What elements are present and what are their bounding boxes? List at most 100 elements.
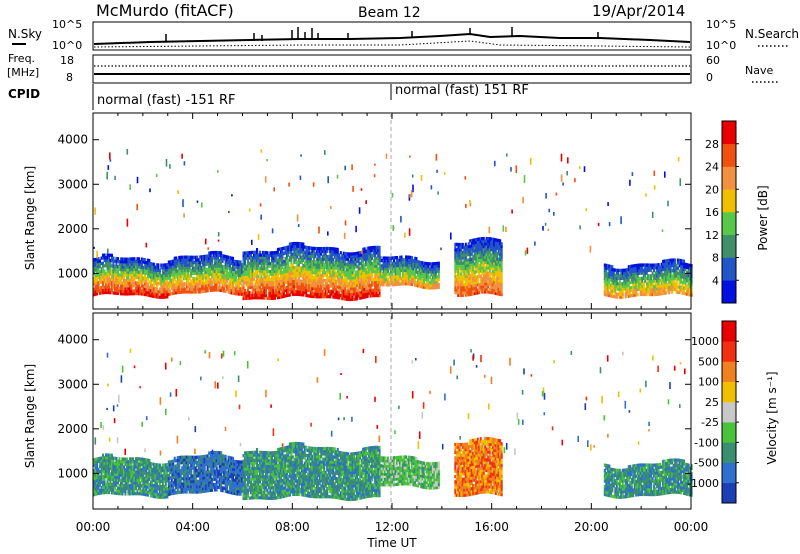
echo-cell — [387, 267, 390, 271]
echo-cell — [365, 257, 368, 261]
echo-cell — [105, 264, 108, 268]
echo-cell — [371, 248, 374, 252]
echo-cell — [463, 290, 466, 295]
echo-cell — [382, 272, 385, 276]
echo-cell — [612, 286, 615, 291]
echo-cell — [609, 294, 612, 298]
echo-cell — [182, 199, 184, 208]
echo-cell — [496, 254, 499, 258]
echo-cell — [644, 276, 647, 280]
echo-cell — [669, 288, 672, 292]
echo-cell — [463, 277, 466, 281]
echo-cell — [481, 245, 484, 249]
echo-cell — [458, 242, 461, 247]
echo-cell — [287, 293, 290, 297]
echo-cell — [94, 265, 97, 270]
echo-cell — [317, 252, 320, 256]
echo-cell — [245, 291, 248, 295]
echo-cell — [675, 279, 678, 284]
echo-cell — [211, 269, 214, 274]
echo-cell — [463, 274, 466, 279]
echo-cell — [683, 267, 686, 271]
echo-cell — [491, 264, 494, 268]
echo-cell — [493, 248, 496, 252]
echo-cell — [466, 285, 469, 289]
echo-cell — [481, 279, 484, 284]
echo-cell — [102, 477, 105, 481]
echo-cell — [402, 266, 405, 270]
echo-cell — [345, 265, 348, 269]
echo-cell — [221, 286, 224, 290]
echo-cell — [356, 289, 359, 293]
echo-cell — [347, 273, 350, 277]
echo-cell — [203, 281, 206, 285]
echo-cell — [672, 285, 675, 289]
echo-cell — [136, 270, 139, 274]
echo-cell — [148, 261, 151, 265]
echo-cell — [641, 287, 644, 291]
echo-cell — [500, 260, 503, 265]
echo-cell — [230, 285, 233, 290]
echo-cell — [105, 472, 108, 476]
echo-cell — [251, 269, 254, 273]
echo-cell — [103, 469, 106, 473]
echo-cell — [108, 266, 111, 271]
echo-cell — [305, 272, 308, 276]
echo-cell — [140, 284, 143, 288]
echo-cell — [672, 279, 675, 284]
echo-cell — [118, 278, 121, 282]
echo-cell — [179, 282, 182, 286]
echo-cell — [285, 288, 288, 292]
echo-cell — [350, 271, 353, 275]
echo-cell — [623, 276, 626, 280]
echo-cell — [378, 288, 381, 292]
echo-cell — [668, 272, 671, 276]
echo-cell — [371, 264, 374, 268]
echo-cell — [375, 264, 378, 268]
echo-cell — [662, 262, 665, 266]
echo-cell — [385, 261, 388, 266]
echo-cell — [241, 279, 244, 283]
echo-cell — [484, 290, 487, 294]
echo-cell — [351, 289, 354, 293]
echo-cell — [460, 256, 463, 260]
echo-cell — [148, 288, 151, 292]
echo-cell — [182, 290, 185, 294]
echo-cell — [317, 263, 320, 267]
echo-cell — [385, 272, 388, 276]
echo-cell — [339, 264, 342, 268]
echo-cell — [217, 285, 220, 289]
echo-cell — [463, 264, 466, 268]
echo-cell — [272, 275, 275, 279]
echo-cell — [632, 267, 635, 271]
echo-cell — [350, 276, 353, 280]
echo-cell — [187, 271, 190, 275]
echo-cell — [100, 477, 103, 482]
echo-cell — [461, 264, 464, 268]
echo-cell — [297, 287, 300, 291]
echo-cell — [185, 255, 188, 259]
echo-cell — [605, 271, 608, 276]
echo-cell — [108, 264, 111, 268]
echo-cell — [145, 287, 148, 291]
echo-cell — [467, 287, 470, 291]
echo-cell — [257, 280, 260, 284]
echo-cell — [266, 272, 269, 276]
echo-cell — [425, 270, 428, 274]
echo-cell — [620, 276, 623, 281]
echo-cell — [382, 269, 385, 273]
echo-cell — [648, 268, 651, 273]
echo-cell — [665, 269, 668, 274]
echo-cell — [632, 275, 635, 279]
echo-cell — [681, 262, 684, 266]
echo-cell — [230, 288, 233, 292]
echo-cell — [686, 263, 689, 267]
echo-cell — [137, 273, 140, 277]
echo-cell — [396, 264, 399, 268]
echo-cell — [479, 282, 482, 286]
echo-cell — [402, 274, 405, 278]
echo-cell — [639, 279, 642, 283]
echo-cell — [368, 249, 371, 253]
echo-cell — [484, 268, 487, 273]
echo-cell — [461, 288, 464, 292]
